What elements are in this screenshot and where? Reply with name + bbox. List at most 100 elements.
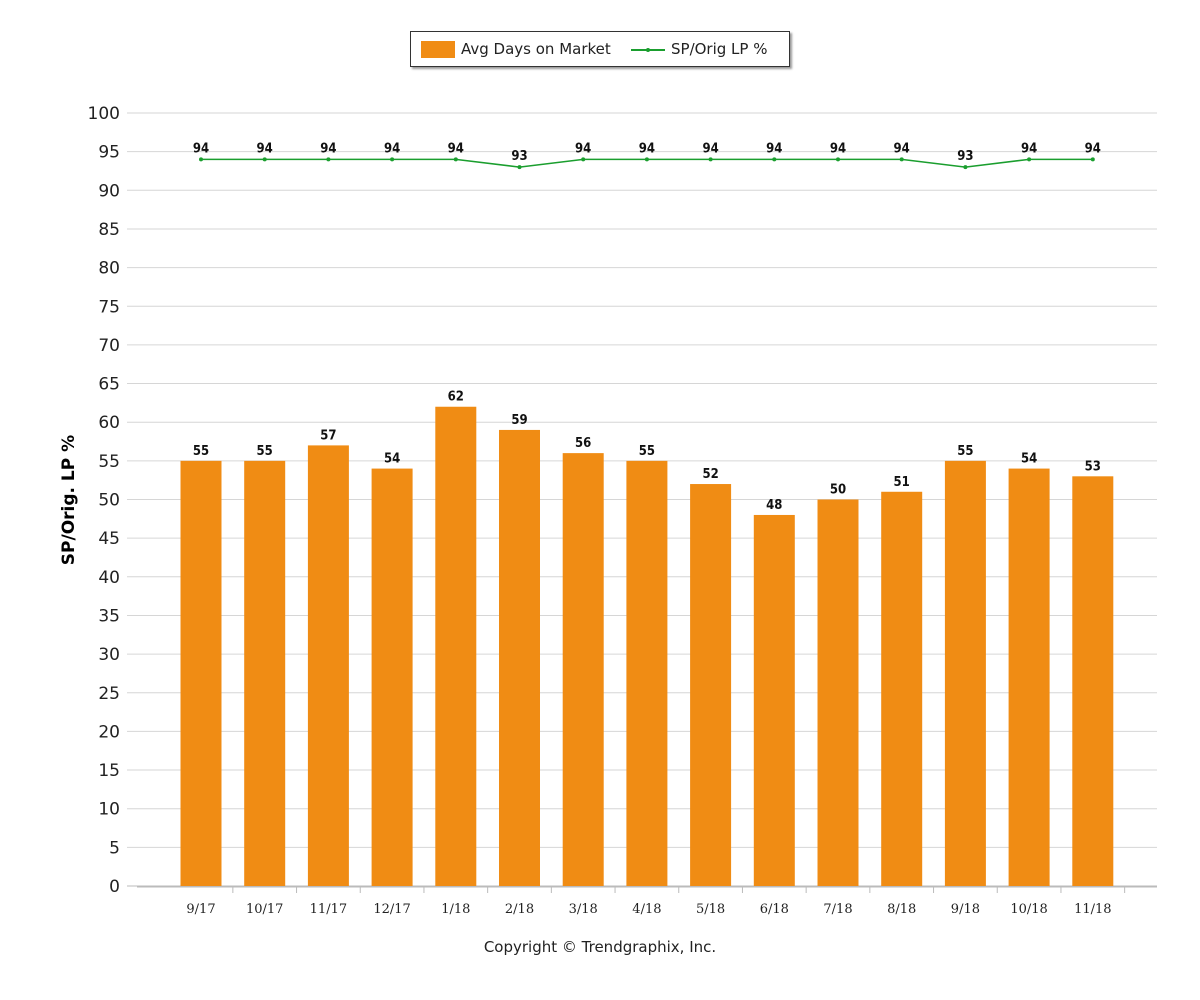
y-tick-label: 75	[98, 297, 120, 317]
y-tick-label: 90	[98, 181, 120, 201]
bar-value-label: 48	[766, 498, 782, 513]
bar	[817, 499, 859, 886]
bar-swatch-icon	[421, 40, 455, 58]
line-value-label: 94	[639, 141, 655, 156]
y-tick-label: 50	[98, 491, 120, 511]
bar-value-label: 54	[1021, 452, 1037, 467]
bar	[1008, 468, 1050, 886]
y-tick-label: 95	[98, 143, 120, 163]
bar-value-label: 52	[702, 467, 718, 482]
line-value-label: 94	[702, 141, 718, 156]
y-axis-ticks: 0 5 10 15 20 25 30 35 40 45 50 55 60 65 70 75 80 85 90 95 10…	[88, 104, 120, 897]
x-tick-label: 2/18	[505, 902, 534, 917]
x-tick-label: 11/18	[1074, 902, 1111, 917]
y-axis-label: SP/Orig. LP %	[59, 435, 79, 565]
x-tick-label: 7/18	[823, 902, 852, 917]
line-value-label: 94	[1085, 141, 1101, 156]
y-tick-label: 20	[98, 722, 120, 742]
y-tick-label: 35	[98, 606, 120, 626]
y-tick-label: 80	[98, 259, 120, 279]
x-tick-label: 3/18	[569, 902, 598, 917]
line-point	[1027, 157, 1032, 162]
x-tick-label: 12/17	[373, 902, 410, 917]
bar-value-label: 56	[575, 436, 591, 451]
bar-value-label: 50	[830, 483, 846, 498]
bar	[244, 460, 286, 886]
line-value-label: 94	[320, 141, 336, 156]
bar-value-label: 57	[320, 428, 336, 443]
line-value-label: 94	[766, 141, 782, 156]
line-point	[644, 157, 649, 162]
line-point	[899, 157, 904, 162]
y-tick-label: 100	[88, 104, 120, 124]
bar-series	[180, 406, 1114, 886]
bar	[371, 468, 413, 886]
line-value-label: 94	[448, 141, 464, 156]
legend-item-line[interactable]: SP/Orig LP %	[631, 32, 767, 66]
bar	[562, 453, 604, 886]
bar-value-label: 54	[384, 452, 400, 467]
line-point	[772, 157, 777, 162]
bar	[690, 484, 732, 886]
y-tick-label: 5	[109, 838, 120, 858]
bar	[944, 460, 986, 886]
data-labels: 55 55 57 54 62 59 56 55 52 48 50 51 55 54 53 94 94 94 94 94…	[193, 141, 1101, 513]
legend: Avg Days on Market SP/Orig LP %	[410, 31, 790, 67]
bar-value-label: 55	[639, 444, 655, 459]
bar-value-label: 55	[257, 444, 273, 459]
line-point	[963, 165, 968, 170]
y-tick-label: 0	[109, 877, 120, 897]
bar-value-label: 55	[193, 444, 209, 459]
bar-value-label: 51	[894, 475, 910, 490]
x-tick-label: 1/18	[441, 902, 470, 917]
x-tick-label: 11/17	[310, 902, 347, 917]
x-tick-label: 10/17	[246, 902, 283, 917]
legend-label-line: SP/Orig LP %	[671, 40, 768, 58]
bar	[180, 460, 222, 886]
y-tick-label: 40	[98, 568, 120, 588]
bar	[307, 445, 349, 886]
line-value-label: 94	[1021, 141, 1037, 156]
line-value-label: 93	[511, 149, 527, 164]
line-point	[1090, 157, 1095, 162]
line-swatch-icon	[631, 41, 665, 58]
y-tick-label: 60	[98, 413, 120, 433]
line-value-label: 94	[257, 141, 273, 156]
y-tick-label: 65	[98, 375, 120, 395]
x-tick-label: 8/18	[887, 902, 916, 917]
line-value-label: 94	[384, 141, 400, 156]
x-tick-label: 4/18	[632, 902, 661, 917]
y-tick-label: 30	[98, 645, 120, 665]
bar-value-label: 59	[511, 413, 527, 428]
bar-value-label: 53	[1085, 459, 1101, 474]
y-tick-label: 15	[98, 761, 120, 781]
legend-label-bars: Avg Days on Market	[461, 40, 611, 58]
line-point	[581, 157, 586, 162]
line-point	[517, 165, 522, 170]
line-value-label: 93	[957, 149, 973, 164]
x-tick-label: 10/18	[1010, 902, 1047, 917]
line-point	[453, 157, 458, 162]
bar	[753, 514, 795, 886]
line-point	[199, 157, 203, 162]
line-value-label: 94	[830, 141, 846, 156]
bar	[435, 406, 477, 886]
x-tick-label: 5/18	[696, 902, 725, 917]
bar-value-label: 62	[448, 390, 464, 405]
line-point	[836, 157, 840, 162]
line-point	[390, 157, 395, 162]
y-tick-label: 85	[98, 220, 120, 240]
y-tick-label: 25	[98, 684, 120, 704]
bar	[626, 460, 668, 886]
bar-value-label: 55	[957, 444, 973, 459]
line-point	[708, 157, 713, 162]
line-series	[199, 157, 1095, 170]
x-tick-label: 9/17	[186, 902, 215, 917]
line-point	[262, 157, 267, 162]
gridlines	[127, 112, 1157, 888]
x-axis-ticks: 9/17 10/17 11/17 12/17 1/18 2/18 3/18 4/18 5/18 6…	[186, 887, 1126, 917]
x-tick-label: 9/18	[951, 902, 980, 917]
legend-item-bars[interactable]: Avg Days on Market	[421, 32, 611, 66]
bar	[881, 491, 923, 886]
